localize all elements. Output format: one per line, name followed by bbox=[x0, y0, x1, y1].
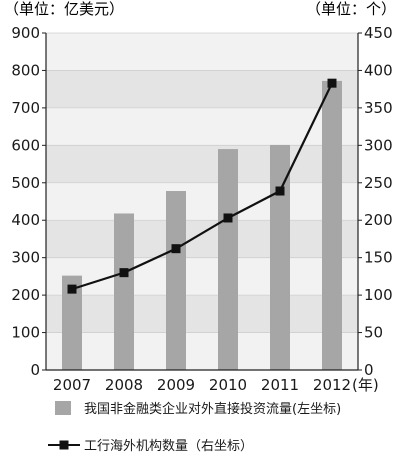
background-band bbox=[46, 295, 358, 333]
background-band bbox=[46, 182, 358, 221]
left-tick-label: 800 bbox=[11, 61, 40, 79]
left-tick-label: 600 bbox=[11, 136, 40, 154]
left-unit-label: （单位：亿美元） bbox=[4, 0, 124, 18]
line-marker bbox=[119, 268, 129, 278]
line-marker bbox=[171, 244, 181, 254]
left-tick-label: 300 bbox=[11, 249, 40, 267]
x-tick-label: 2008 bbox=[105, 376, 143, 394]
right-tick-label: 300 bbox=[364, 136, 393, 154]
line-marker bbox=[275, 186, 285, 196]
right-tick-label: 100 bbox=[364, 286, 393, 304]
right-tick-label: 250 bbox=[364, 174, 393, 192]
x-axis-ticks: 2007 2008 2009 2010 2011 2012 (年) bbox=[53, 376, 379, 394]
x-tick-label: 2010 bbox=[209, 376, 247, 394]
legend-label-bars: 我国非金融类企业对外直接投资流量(左坐标) bbox=[84, 401, 341, 417]
background-bands bbox=[46, 33, 358, 370]
legend-swatch-marker bbox=[59, 440, 69, 450]
right-tick-label: 400 bbox=[364, 61, 393, 79]
left-tick-label: 900 bbox=[11, 24, 40, 42]
background-band bbox=[46, 220, 358, 258]
bar-series bbox=[62, 80, 342, 370]
right-tick-label: 50 bbox=[364, 324, 383, 342]
x-tick-label: 2012 bbox=[313, 376, 351, 394]
x-tick-label: 2007 bbox=[53, 376, 91, 394]
background-band bbox=[46, 33, 358, 71]
bar bbox=[218, 149, 238, 370]
left-tick-label: 0 bbox=[30, 361, 40, 379]
background-band bbox=[46, 257, 358, 296]
line-marker bbox=[67, 284, 77, 294]
background-band bbox=[46, 145, 358, 183]
bar bbox=[62, 275, 82, 370]
bar bbox=[114, 213, 134, 370]
right-tick-label: 200 bbox=[364, 211, 393, 229]
gridlines bbox=[46, 32, 358, 371]
series-line bbox=[71, 82, 333, 291]
legend-label-line: 工行海外机构数量（右坐标） bbox=[84, 439, 253, 454]
right-tick-label: 450 bbox=[364, 24, 393, 42]
right-axis-ticks: 0 50 100 150 200 250 300 350 400 450 bbox=[358, 24, 393, 379]
right-tick-label: 150 bbox=[364, 249, 393, 267]
bar bbox=[270, 144, 290, 370]
left-tick-label: 500 bbox=[11, 174, 40, 192]
legend-swatch-bars bbox=[55, 401, 71, 415]
left-tick-label: 200 bbox=[11, 286, 40, 304]
right-tick-label: 0 bbox=[364, 361, 374, 379]
background-band bbox=[46, 70, 358, 108]
line-marker bbox=[223, 213, 233, 223]
line-series bbox=[67, 78, 337, 294]
x-tick-label: 2011 bbox=[261, 376, 299, 394]
line-marker bbox=[327, 78, 337, 88]
left-axis-ticks: 0 100 200 300 400 500 600 700 800 900 bbox=[11, 24, 46, 379]
legend: 我国非金融类企业对外直接投资流量(左坐标) 工行海外机构数量（右坐标） bbox=[48, 401, 341, 454]
bar bbox=[166, 191, 186, 370]
right-unit-label: （单位：个） bbox=[306, 0, 396, 18]
bar bbox=[322, 80, 342, 370]
axes bbox=[45, 33, 359, 371]
background-band bbox=[46, 332, 358, 370]
x-axis-unit-suffix: (年) bbox=[352, 376, 379, 394]
right-tick-label: 350 bbox=[364, 99, 393, 117]
x-tick-label: 2009 bbox=[157, 376, 195, 394]
left-tick-label: 100 bbox=[11, 324, 40, 342]
left-tick-label: 700 bbox=[11, 99, 40, 117]
left-tick-label: 400 bbox=[11, 211, 40, 229]
